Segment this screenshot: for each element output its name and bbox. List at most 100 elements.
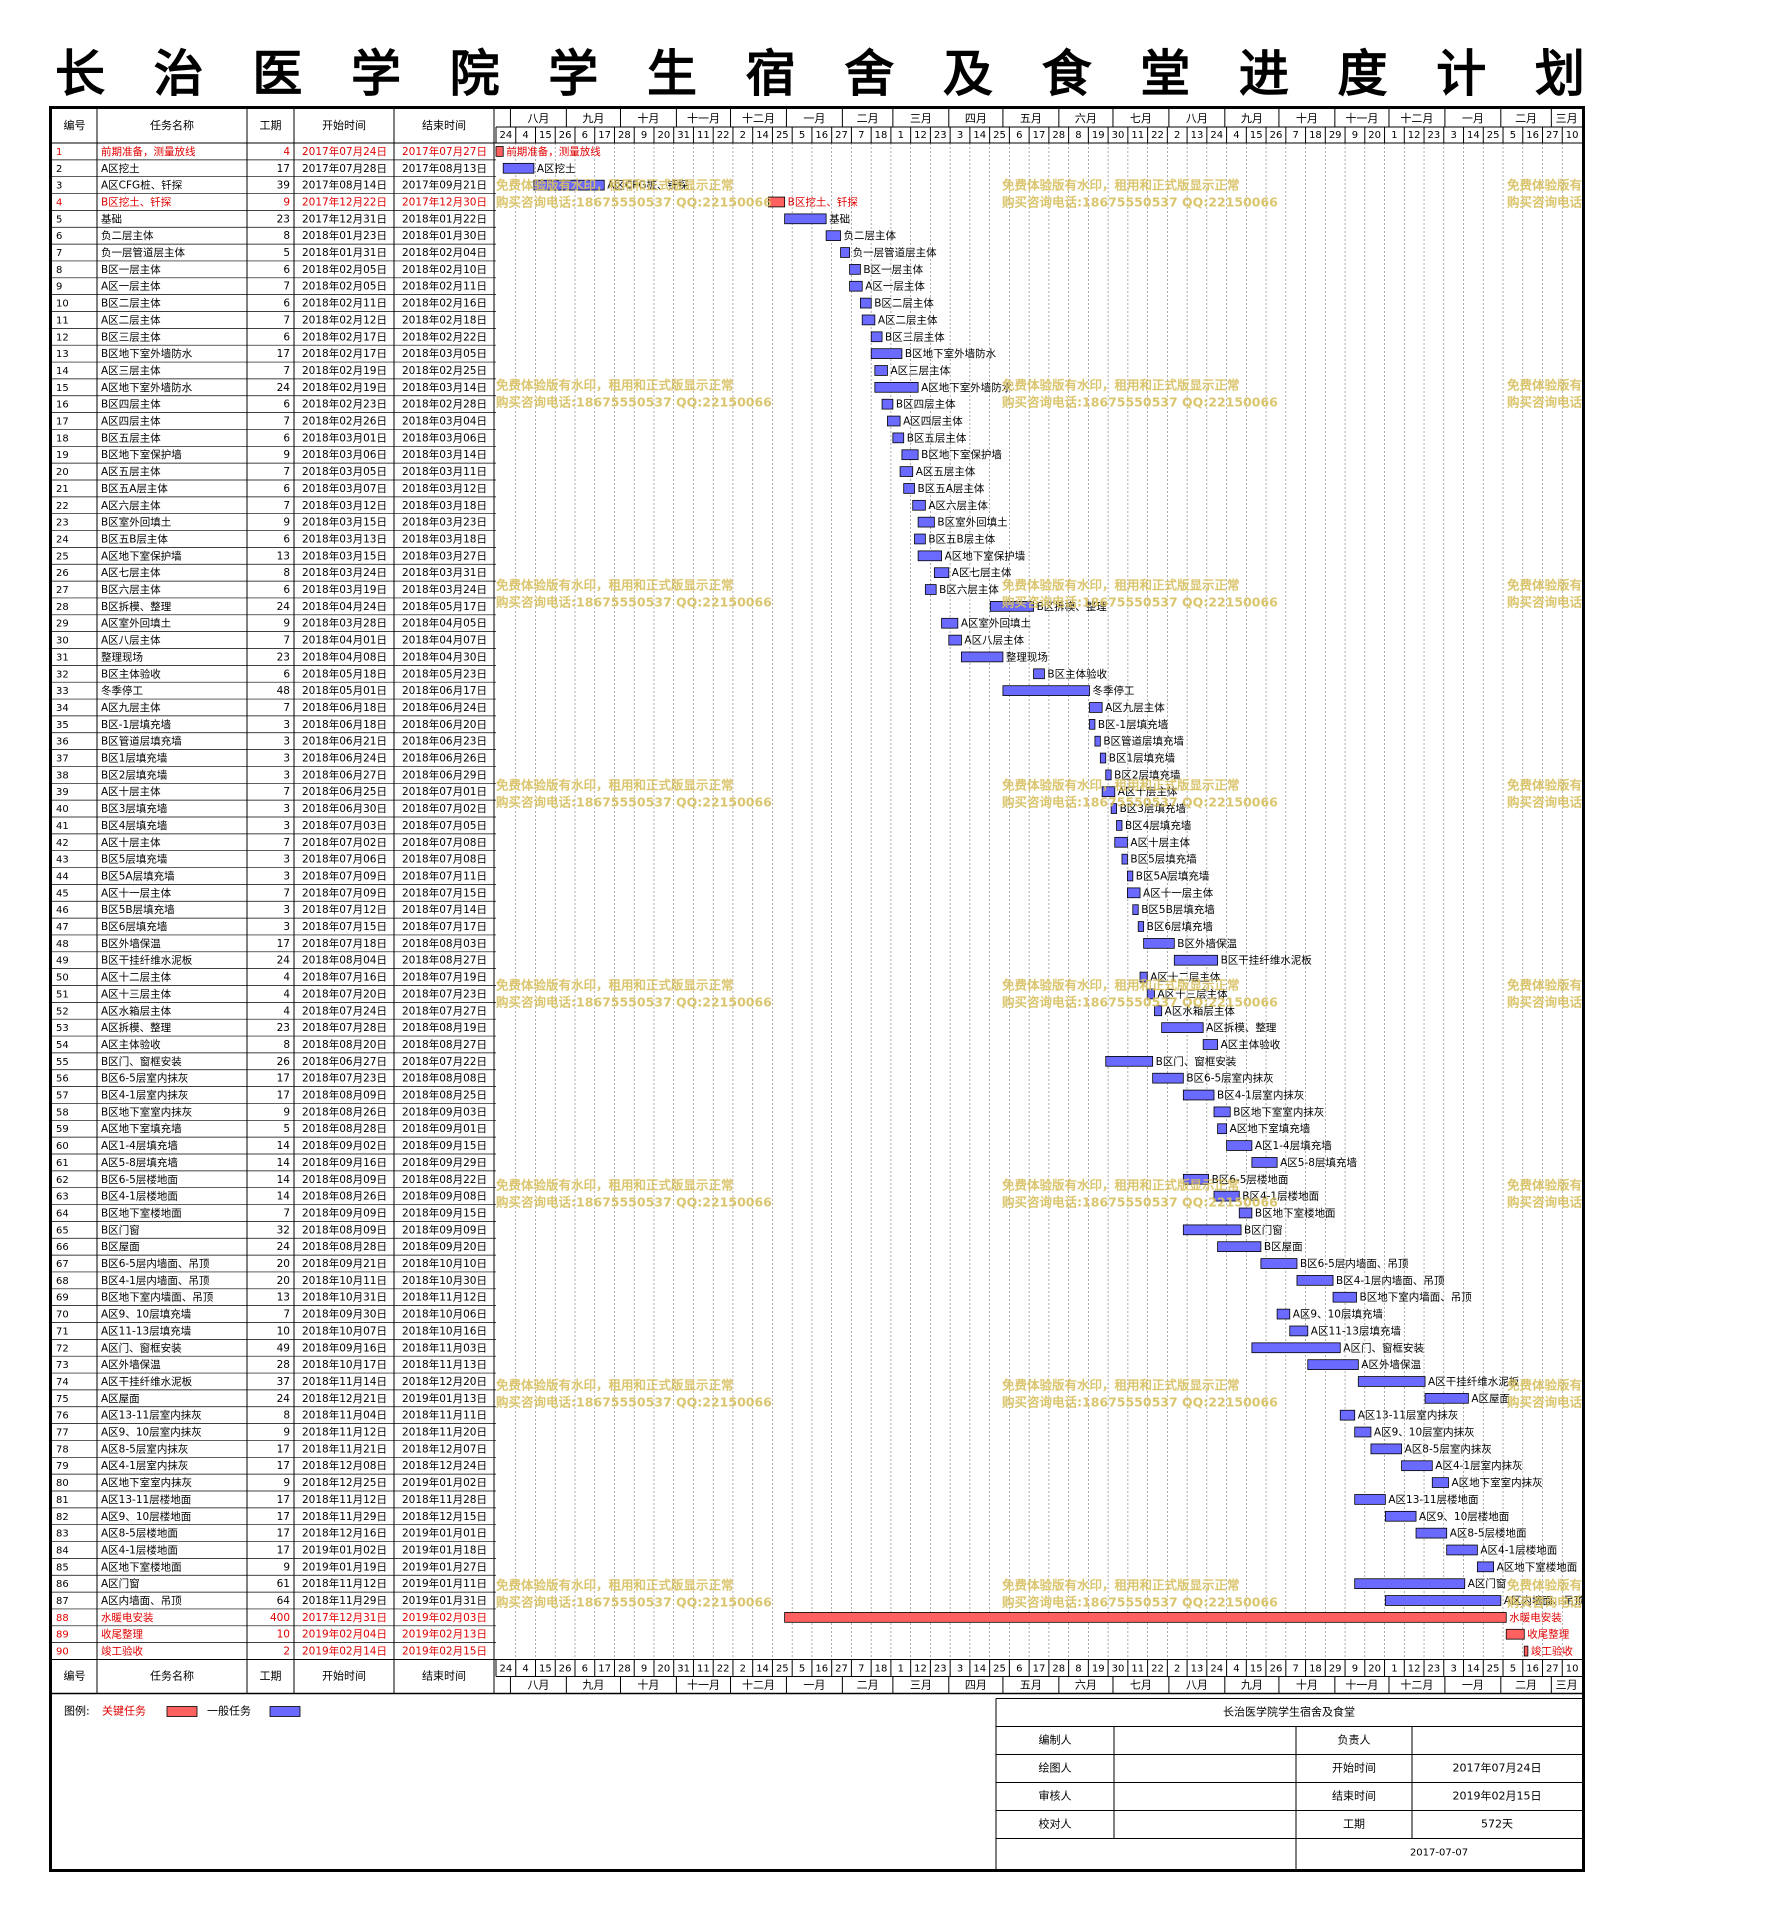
column-header: 任务名称 [150, 118, 194, 132]
tick-label-bottom: 25 [776, 1664, 789, 1675]
task-id: 45 [56, 888, 69, 899]
info-cell: 572天 [1481, 1818, 1513, 1831]
task-bar [887, 415, 901, 427]
task-bar [825, 230, 841, 242]
task-start: 2017年08月14日 [302, 179, 387, 192]
task-bar [1370, 1443, 1403, 1455]
bar-label: B区4-1层室内抹灰 [1217, 1089, 1304, 1102]
task-id: 15 [56, 383, 69, 394]
bar-label: A区九层主体 [1105, 702, 1165, 714]
task-duration: 39 [277, 180, 290, 192]
task-id: 31 [56, 652, 69, 663]
task-id: 47 [56, 922, 69, 933]
watermark-text: 免费体验版有水印，租用和正式版显示正常 [496, 578, 734, 593]
bar-label: 竣工验收 [1531, 1645, 1573, 1658]
bar-label: B区6-5层室内抹灰 [1186, 1072, 1273, 1085]
watermark-text: 购买咨询电话:18675550537 QQ:22150066 [1002, 1595, 1278, 1610]
bar-label: A区4-1层楼地面 [1480, 1543, 1557, 1556]
task-end: 2018年07月11日 [402, 869, 487, 882]
task-bar [1446, 1544, 1478, 1556]
task-end: 2018年09月15日 [402, 1139, 487, 1152]
task-start: 2017年12月22日 [302, 195, 387, 208]
task-bar [1114, 836, 1128, 848]
task-end: 2018年12月07日 [402, 1442, 487, 1455]
tick-label-bottom: 23 [1428, 1664, 1441, 1675]
tick-label-bottom: 2 [740, 1664, 746, 1675]
task-name: A区七层主体 [101, 567, 161, 579]
column-header: 工期 [260, 119, 282, 132]
task-name: B区门窗 [101, 1223, 140, 1236]
task-duration: 9 [283, 1561, 290, 1573]
task-bar [1132, 904, 1139, 916]
task-end: 2017年08月13日 [402, 162, 487, 175]
tick-label: 22 [717, 130, 730, 141]
task-bar [1002, 685, 1090, 696]
task-duration: 3 [283, 803, 290, 815]
task-bar [1415, 1527, 1448, 1539]
tick-label-bottom: 12 [914, 1664, 927, 1675]
tick-label: 28 [618, 130, 631, 141]
task-start: 2018年07月09日 [302, 886, 387, 899]
task-id: 14 [56, 366, 69, 377]
task-start: 2018年08月26日 [302, 1105, 387, 1118]
tick-label-bottom: 20 [657, 1664, 670, 1675]
tick-label: 27 [1546, 130, 1559, 141]
bar-label: B区挖土、钎探 [788, 195, 859, 208]
info-cell: 负责人 [1338, 1733, 1371, 1747]
task-name: A区11-13层填充墙 [101, 1324, 192, 1337]
task-start: 2018年02月23日 [302, 398, 387, 411]
task-name: A区13-11层室内抹灰 [101, 1409, 202, 1422]
task-duration: 7 [283, 786, 290, 798]
task-bar [840, 247, 850, 258]
bar-label: A区十一层主体 [1143, 886, 1214, 899]
task-end: 2018年09月15日 [402, 1206, 487, 1219]
bar-label: B区3层填充墙 [1120, 802, 1187, 815]
watermark-text: 购买咨询电话:18675550537 QQ:22150066 [1002, 1195, 1278, 1210]
bar-label: A区1-4层填充墙 [1255, 1139, 1332, 1152]
task-start: 2018年03月01日 [302, 431, 387, 444]
task-id: 38 [56, 770, 69, 781]
task-name: A区挖土 [101, 162, 140, 175]
task-id: 35 [56, 720, 69, 731]
tick-label: 20 [1368, 130, 1381, 141]
month-label: 九月 [582, 112, 604, 125]
task-id: 22 [56, 501, 69, 512]
task-name: B区5B层填充墙 [101, 903, 175, 916]
task-name: B区3层填充墙 [101, 802, 168, 815]
bar-label: A区三层主体 [890, 365, 950, 377]
task-id: 18 [56, 433, 69, 444]
watermark-text: 购买咨询电话:18675550537 QQ:22150066 [1002, 1395, 1278, 1410]
task-duration: 7 [283, 314, 290, 326]
legend-normal-swatch [269, 1706, 301, 1717]
task-bar [1101, 786, 1116, 798]
task-bar [1105, 769, 1112, 781]
task-bar [961, 651, 1004, 663]
month-label: 十一月 [687, 111, 720, 125]
bar-label: B区主体验收 [1047, 667, 1107, 680]
tick-label: 8 [1075, 130, 1081, 141]
tick-label-bottom: 13 [1191, 1664, 1204, 1675]
watermark-text: 购买咨询电话:18675550537 QQ:22150066 [496, 1395, 772, 1410]
bar-label: A区门、窗框安装 [1343, 1341, 1424, 1354]
task-duration: 3 [283, 820, 290, 832]
task-id: 48 [56, 939, 69, 950]
task-end: 2018年01月22日 [402, 212, 487, 225]
task-duration: 7 [283, 365, 290, 377]
task-bar [1296, 1275, 1334, 1286]
title-char: 进 [1238, 44, 1289, 103]
title-char: 学 [350, 44, 401, 103]
task-id: 59 [56, 1124, 69, 1135]
task-start: 2018年03月07日 [302, 482, 387, 495]
task-bar [941, 617, 959, 629]
tick-label: 2 [740, 130, 746, 141]
task-name: A区5-8层填充墙 [101, 1156, 178, 1169]
task-id: 58 [56, 1107, 69, 1118]
task-name: A区8-5层楼地面 [101, 1527, 178, 1540]
task-start: 2018年02月17日 [302, 347, 387, 360]
bar-label: 负二层主体 [844, 229, 897, 242]
task-duration: 7 [283, 837, 290, 849]
tick-label: 9 [641, 130, 647, 141]
task-start: 2018年11月12日 [302, 1426, 387, 1439]
watermark-text: 购买咨询电话:18675550537 QQ:22150066 [1507, 395, 1582, 410]
column-footer: 任务名称 [150, 1669, 194, 1683]
